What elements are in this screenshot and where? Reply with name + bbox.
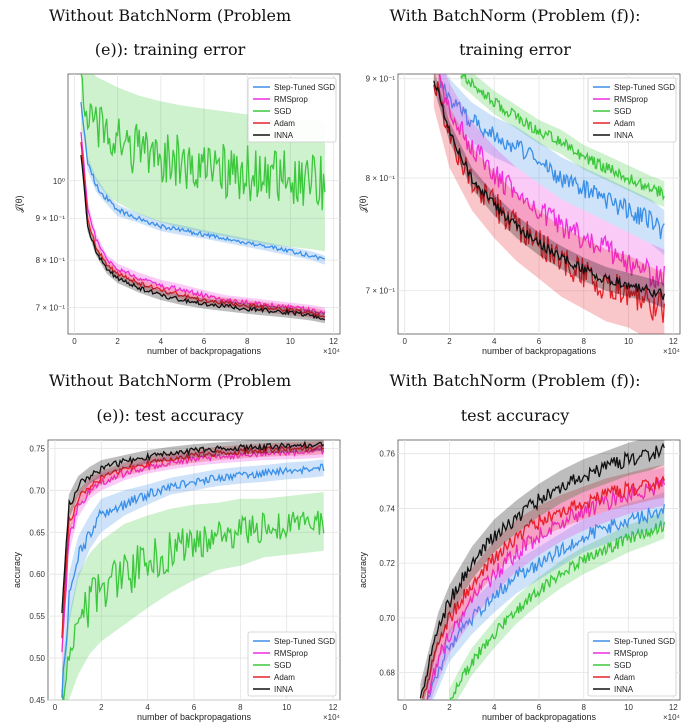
y-tick-label: 0.45 bbox=[29, 696, 45, 705]
y-tick-label: 0.68 bbox=[379, 669, 395, 678]
y-tick-label: 0.74 bbox=[379, 504, 395, 513]
x-tick-label: 0 bbox=[402, 337, 407, 346]
x-scale-label: ×10⁴ bbox=[663, 347, 681, 356]
x-tick-label: 8 bbox=[238, 703, 243, 712]
legend-label: RMSprop bbox=[274, 649, 308, 658]
x-tick-label: 0 bbox=[402, 703, 407, 712]
x-axis-label: number of backpropagations bbox=[137, 712, 252, 722]
y-tick-label: 0.65 bbox=[29, 528, 45, 537]
y-tick-label: 8 × 10⁻¹ bbox=[36, 256, 66, 265]
y-tick-label: 0.60 bbox=[29, 570, 45, 579]
chart-3: 0 2 4 6 8 10 12 0.45 0.50 0.55 0.60 0.65 0.70 0.75 num… bbox=[12, 437, 341, 726]
legend-label: RMSprop bbox=[614, 649, 648, 658]
y-tick-label: 8 × 10⁻¹ bbox=[366, 174, 396, 183]
y-axis-label: 𝒥(θ) bbox=[14, 195, 24, 212]
x-tick-label: 12 bbox=[329, 337, 338, 346]
y-tick-label: 0.76 bbox=[379, 450, 395, 459]
y-tick-label: 7 × 10⁻¹ bbox=[36, 304, 66, 313]
x-tick-label: 4 bbox=[492, 703, 497, 712]
x-tick-label: 6 bbox=[192, 703, 197, 712]
x-scale-label: ×10⁴ bbox=[663, 713, 681, 722]
x-tick-label: 8 bbox=[245, 337, 250, 346]
y-tick-label: 0.55 bbox=[29, 612, 45, 621]
legend-label: INNA bbox=[614, 685, 634, 694]
x-scale-label: ×10⁴ bbox=[323, 713, 341, 722]
y-tick-label: 0.70 bbox=[379, 614, 395, 623]
x-tick-label: 8 bbox=[582, 703, 587, 712]
x-tick-label: 10 bbox=[282, 703, 291, 712]
x-tick-label: 6 bbox=[537, 337, 542, 346]
legend: Step-Tuned SGD RMSprop SGD Adam INNA bbox=[588, 632, 676, 696]
legend-label: Adam bbox=[274, 119, 295, 128]
y-axis-label: accuracy bbox=[12, 551, 22, 588]
chart-4: 0 2 4 6 8 10 12 0.68 0.70 0.72 0.74 0.76 number of b… bbox=[358, 432, 681, 722]
x-tick-label: 2 bbox=[99, 703, 104, 712]
x-tick-label: 6 bbox=[537, 703, 542, 712]
legend: Step-Tuned SGD RMSprop SGD Adam INNA bbox=[248, 78, 336, 142]
legend-label: Step-Tuned SGD bbox=[274, 637, 335, 646]
x-tick-label: 12 bbox=[669, 337, 678, 346]
x-tick-label: 10 bbox=[624, 703, 633, 712]
x-tick-label: 2 bbox=[115, 337, 120, 346]
legend: Step-Tuned SGD RMSprop SGD Adam INNA bbox=[248, 632, 336, 696]
x-tick-label: 6 bbox=[202, 337, 207, 346]
x-scale-label: ×10⁴ bbox=[323, 347, 341, 356]
x-tick-label: 12 bbox=[329, 703, 338, 712]
legend-label: INNA bbox=[614, 131, 634, 140]
legend-label: Adam bbox=[614, 119, 635, 128]
legend-label: RMSprop bbox=[274, 95, 308, 104]
y-tick-label: 0.70 bbox=[29, 486, 45, 495]
legend-label: INNA bbox=[274, 131, 294, 140]
legend-label: SGD bbox=[614, 661, 632, 670]
x-tick-label: 0 bbox=[72, 337, 77, 346]
legend-label: Step-Tuned SGD bbox=[274, 83, 335, 92]
x-axis-label: number of backpropagations bbox=[147, 346, 262, 356]
x-tick-label: 2 bbox=[447, 703, 452, 712]
x-tick-label: 4 bbox=[492, 337, 497, 346]
x-tick-label: 12 bbox=[669, 703, 678, 712]
y-tick-label: 0.75 bbox=[29, 444, 45, 453]
y-tick-label: 10⁰ bbox=[53, 177, 65, 186]
y-tick-label: 0.72 bbox=[379, 559, 395, 568]
x-tick-label: 0 bbox=[53, 703, 58, 712]
y-axis-label: accuracy bbox=[358, 551, 368, 588]
x-tick-label: 2 bbox=[447, 337, 452, 346]
x-axis-label: number of backpropagations bbox=[482, 346, 597, 356]
y-tick-label: 7 × 10⁻¹ bbox=[366, 287, 396, 296]
legend-label: SGD bbox=[614, 107, 632, 116]
legend: Step-Tuned SGD RMSprop SGD Adam INNA bbox=[588, 78, 676, 142]
x-tick-label: 4 bbox=[145, 703, 150, 712]
legend-label: SGD bbox=[274, 107, 292, 116]
y-tick-label: 0.50 bbox=[29, 654, 45, 663]
legend-label: Adam bbox=[274, 673, 295, 682]
y-tick-label: 9 × 10⁻¹ bbox=[366, 75, 396, 84]
legend-label: SGD bbox=[274, 661, 292, 670]
legend-label: RMSprop bbox=[614, 95, 648, 104]
chart-2: 0 2 4 6 8 10 12 7 × 10⁻¹ 8 × 10⁻¹ 9 × 10⁻¹ number … bbox=[358, 51, 681, 356]
chart-1: 0 2 4 6 8 10 12 7 × 10⁻¹ 8 × 10⁻¹ 9 × 10⁻¹ 10⁰ numb… bbox=[14, 51, 341, 356]
legend-label: Step-Tuned SGD bbox=[614, 637, 675, 646]
x-axis-label: number of backpropagations bbox=[482, 712, 597, 722]
x-tick-label: 10 bbox=[286, 337, 295, 346]
x-tick-label: 10 bbox=[624, 337, 633, 346]
y-tick-label: 9 × 10⁻¹ bbox=[36, 214, 66, 223]
y-axis-label: 𝒥(θ) bbox=[358, 195, 368, 212]
legend-label: Step-Tuned SGD bbox=[614, 83, 675, 92]
x-tick-label: 8 bbox=[582, 337, 587, 346]
legend-label: Adam bbox=[614, 673, 635, 682]
legend-label: INNA bbox=[274, 685, 294, 694]
x-tick-label: 4 bbox=[159, 337, 164, 346]
